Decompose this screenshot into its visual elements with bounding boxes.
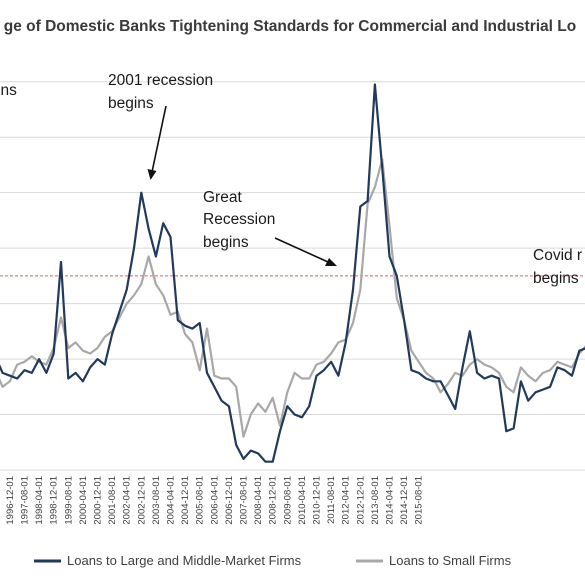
x-tick-label: 2014-04-01 [385,476,396,525]
x-tick-label: 2001-08-01 [107,476,118,525]
x-tick-label: 1997-08-01 [20,476,31,525]
legend-label-small-firms: Loans to Small Firms [389,553,512,568]
series-line-large-middle-market-firms [0,83,585,463]
annotation-covid-line-1: Covid r [533,247,582,264]
x-tick-label: 2002-04-01 [122,476,133,525]
annotation-2001-arrow [151,105,167,173]
x-tick-label: 2006-04-01 [209,476,220,525]
x-tick-label: 1999-08-01 [63,476,74,525]
x-tick-label: 2012-12-01 [355,476,366,525]
chart-title: ge of Domestic Banks Tightening Standard… [4,18,576,35]
x-tick-label: 2002-12-01 [136,476,147,525]
annotation-2001-arrowhead [147,169,157,180]
annotation-great-arrow [274,237,329,263]
x-tick-label: 1998-04-01 [34,476,45,525]
x-tick-label: 2004-12-01 [180,476,191,525]
annotation-covid-line-2: begins [533,270,579,287]
x-tick-label: 2008-12-01 [268,476,279,525]
x-tick-label: 1998-12-01 [49,476,60,525]
annotation-great-line-2: Recession [203,211,275,228]
x-tick-label: 2010-04-01 [297,476,308,525]
annotation-great-line-1: Great [203,189,242,206]
x-tick-label: 1996-12-01 [5,476,16,525]
x-axis-tick-labels: 1996-04-01 1996-12-01 1997-08-011998-04-01… [0,476,425,525]
annotation-covid: Covid r begins [533,247,582,287]
annotation-great-line-3: begins [203,234,249,251]
annotation-2001-line-2: begins [108,95,154,112]
x-tick-label: 2000-12-01 [93,476,104,525]
annotation-great-recession: Great Recession begins [203,189,337,266]
annotation-2001-line-1: 2001 recession [108,72,213,89]
x-tick-label: 1996-04-01 [0,476,1,525]
x-tick-label: 2000-04-01 [78,476,89,525]
legend: Loans to Large and Middle-Market Firms L… [34,553,512,568]
x-tick-label: 2005-08-01 [195,476,206,525]
x-tick-label: 2008-04-01 [253,476,264,525]
x-tick-label: 2004-04-01 [166,476,177,525]
x-tick-label: 2006-12-01 [224,476,235,525]
x-tick-label: 2007-08-01 [239,476,250,525]
x-tick-label: 2011-08-01 [326,476,337,524]
x-tick-label: 2015-08-01 [414,476,425,525]
annotation-great-arrowhead [325,258,337,266]
x-tick-label: 2003-08-01 [151,476,162,525]
x-tick-label: 2014-12-01 [399,476,410,525]
series-line-small-firms [0,158,585,438]
annotation-1991: ins [0,82,17,99]
legend-label-large-middle-market: Loans to Large and Middle-Market Firms [67,553,302,568]
x-tick-label: 2009-08-01 [282,476,293,525]
annotation-1991-line-1: ins [0,82,17,99]
x-tick-label: 2010-12-01 [312,476,323,525]
annotation-2001-recession: 2001 recession begins [108,72,213,180]
x-tick-label: 2012-04-01 [341,476,352,525]
x-tick-label: 2013-08-01 [370,476,381,525]
